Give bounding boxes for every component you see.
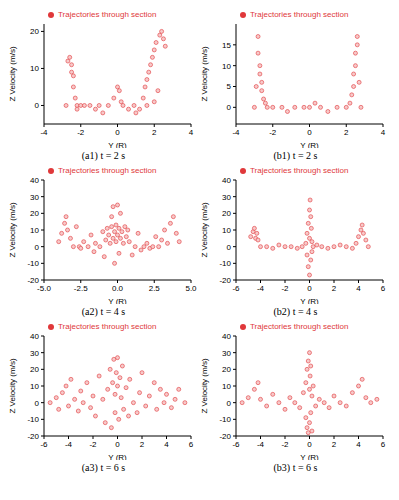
svg-text:-5.0: -5.0 [37,284,51,293]
svg-text:5.0: 5.0 [185,284,197,293]
svg-text:Z Velocity (m/s): Z Velocity (m/s) [200,358,209,413]
svg-text:-10: -10 [27,415,39,424]
svg-text:6: 6 [189,440,194,449]
svg-text:40: 40 [222,332,231,341]
svg-text:20: 20 [222,365,231,374]
svg-text:0.0: 0.0 [112,284,124,293]
svg-text:20: 20 [30,365,39,374]
svg-text:-4: -4 [257,440,265,449]
svg-text:2: 2 [344,128,349,137]
svg-text:-4: -4 [65,440,73,449]
svg-text:Y (R): Y (R) [300,297,319,304]
svg-text:0: 0 [35,101,40,110]
svg-text:Y (R): Y (R) [108,297,127,304]
svg-text:0: 0 [307,440,312,449]
svg-text:-2: -2 [77,128,85,137]
html-text:(b3) t = 6 s: (b3) t = 6 s [273,462,318,473]
html-text:Trajectories through section: Trajectories through section [250,322,349,331]
svg-text:40: 40 [30,332,39,341]
html-text:(a3) t = 6 s: (a3) t = 6 s [81,462,126,473]
svg-text:30: 30 [30,193,39,202]
svg-text:Y (R): Y (R) [108,453,127,460]
svg-text:2: 2 [332,440,337,449]
svg-text:0: 0 [227,103,232,112]
svg-text:20: 20 [30,27,39,36]
svg-text:10: 10 [30,64,39,73]
svg-text:10: 10 [222,62,231,71]
svg-text:-2.5: -2.5 [74,284,88,293]
svg-text:-20: -20 [219,276,231,285]
svg-text:-2: -2 [281,440,289,449]
svg-text:4: 4 [356,284,361,293]
svg-text:Y (R): Y (R) [300,141,319,148]
html-text:(b2) t = 4 s: (b2) t = 4 s [273,306,318,317]
svg-text:Z Velocity (m/s): Z Velocity (m/s) [8,202,17,257]
svg-text:-6: -6 [232,284,240,293]
svg-text:6: 6 [381,284,386,293]
svg-text:40: 40 [222,176,231,185]
svg-text:0: 0 [227,399,232,408]
svg-text:-20: -20 [219,432,231,441]
svg-text:2: 2 [140,440,145,449]
html-text:Trajectories through section: Trajectories through section [58,166,157,175]
svg-text:4: 4 [164,440,169,449]
svg-text:-20: -20 [27,432,39,441]
svg-text:40: 40 [30,176,39,185]
svg-text:15: 15 [222,41,231,50]
svg-text:20: 20 [222,209,231,218]
svg-text:-20: -20 [27,276,39,285]
svg-text:Z Velocity (m/s): Z Velocity (m/s) [200,202,209,257]
svg-text:0: 0 [307,284,312,293]
svg-text:2: 2 [152,128,157,137]
html-text:Trajectories through section: Trajectories through section [58,322,157,331]
svg-text:4: 4 [189,128,194,137]
svg-text:2.5: 2.5 [149,284,161,293]
svg-text:30: 30 [30,349,39,358]
svg-text:10: 10 [30,226,39,235]
html-text:Trajectories through section: Trajectories through section [250,166,349,175]
svg-text:0: 0 [35,243,40,252]
html-text:(a2) t = 4 s: (a2) t = 4 s [81,306,126,317]
svg-text:-4: -4 [40,128,48,137]
html-text:(b1) t = 2 s: (b1) t = 2 s [273,150,318,161]
svg-text:-4: -4 [232,128,240,137]
svg-text:-10: -10 [219,259,231,268]
html-text:Trajectories through section: Trajectories through section [250,10,349,19]
svg-text:10: 10 [222,226,231,235]
svg-text:Y (R): Y (R) [108,141,127,148]
svg-text:0: 0 [115,128,120,137]
html-text:(a1) t = 2 s: (a1) t = 2 s [81,150,126,161]
svg-text:0: 0 [35,399,40,408]
svg-text:Z Velocity (m/s): Z Velocity (m/s) [8,358,17,413]
svg-text:30: 30 [222,193,231,202]
svg-text:30: 30 [222,349,231,358]
svg-text:10: 10 [30,382,39,391]
svg-text:2: 2 [332,284,337,293]
html-text:Trajectories through section: Trajectories through section [58,10,157,19]
svg-text:Z Velocity (m/s): Z Velocity (m/s) [200,46,209,101]
svg-text:5: 5 [227,82,232,91]
svg-text:-6: -6 [40,440,48,449]
svg-text:-2: -2 [281,284,289,293]
svg-text:20: 20 [30,209,39,218]
svg-text:-2: -2 [269,128,277,137]
svg-text:-10: -10 [27,259,39,268]
svg-text:0: 0 [227,243,232,252]
svg-text:Y (R): Y (R) [300,453,319,460]
svg-text:Z Velocity (m/s): Z Velocity (m/s) [8,46,17,101]
svg-text:-2: -2 [89,440,97,449]
svg-text:10: 10 [222,382,231,391]
svg-text:-4: -4 [257,284,265,293]
svg-text:-6: -6 [232,440,240,449]
svg-text:4: 4 [356,440,361,449]
svg-text:0: 0 [307,128,312,137]
svg-text:4: 4 [381,128,386,137]
svg-text:6: 6 [381,440,386,449]
svg-text:-10: -10 [219,415,231,424]
svg-text:0: 0 [115,440,120,449]
